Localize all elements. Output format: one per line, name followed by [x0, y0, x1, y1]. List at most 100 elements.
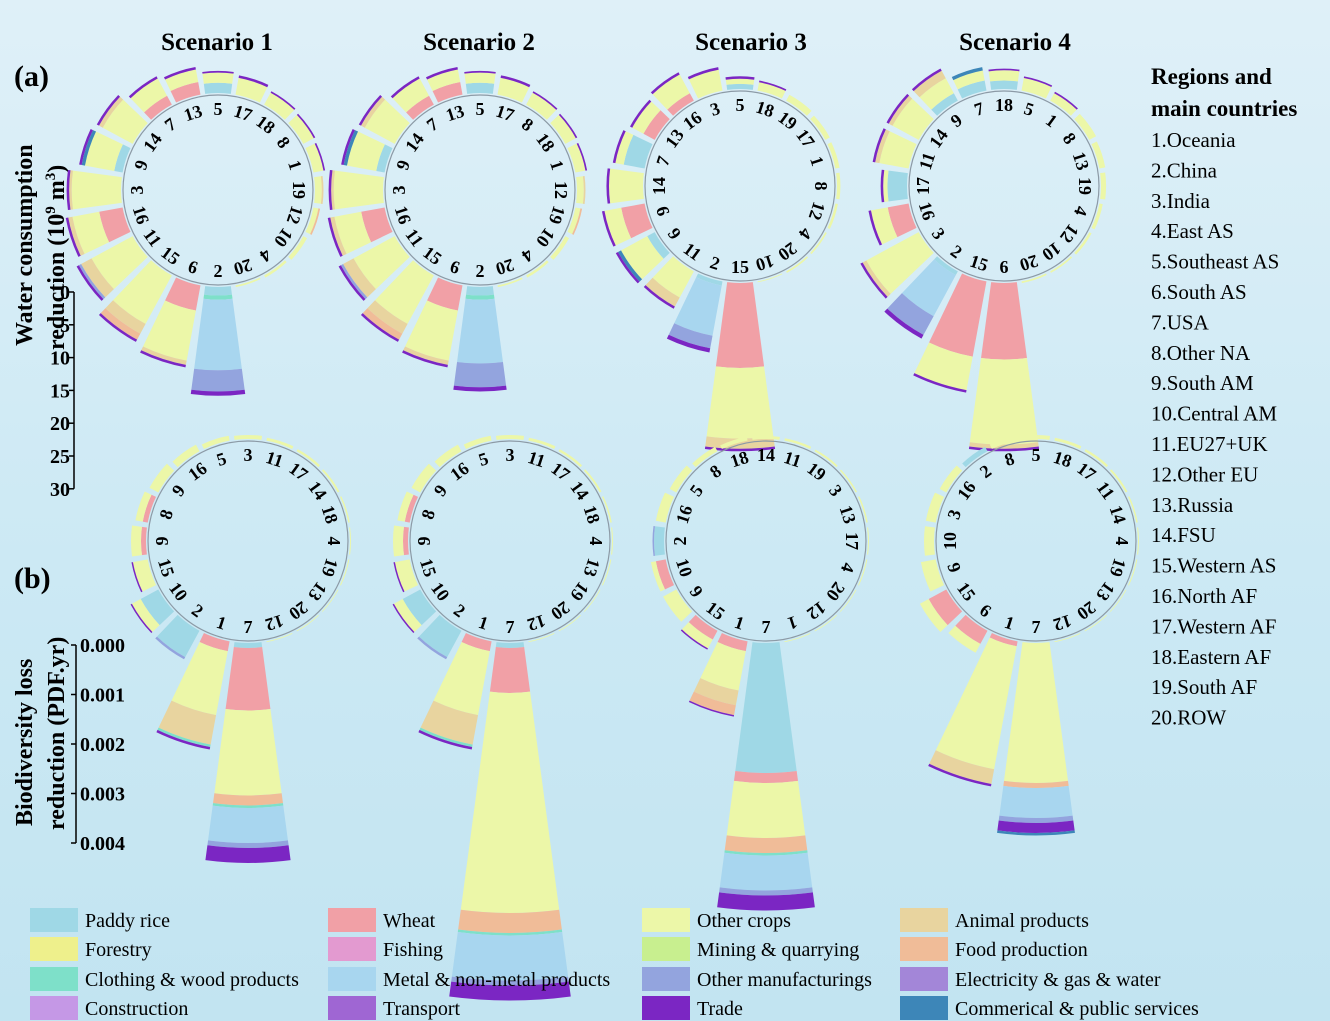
bar-region-8 [397, 491, 419, 523]
bar-region-11 [784, 438, 812, 450]
bar-region-16 [327, 207, 393, 257]
region-label: 1 [1042, 110, 1061, 131]
bar-segment-trade [202, 70, 234, 74]
bar-segment-other-crops [394, 559, 419, 592]
bar-region-10 [130, 589, 175, 634]
bar-segment-wheat [733, 770, 799, 783]
bar-region-19 [1127, 559, 1138, 586]
bar-segment-wheat [406, 95, 434, 120]
bar-segment-other-crops [1137, 527, 1140, 555]
region-label: 8 [1002, 448, 1017, 470]
region-label: 5 [686, 481, 707, 500]
y-axis-b: 0.000 0.001 0.002 0.003 0.004 [71, 635, 125, 855]
sector-swatch [328, 937, 376, 961]
bar-segment-other-crops [939, 465, 963, 493]
region-legend-item: 20.ROW [1151, 706, 1226, 730]
bar-segment-other-crops [726, 780, 806, 838]
bar-segment-trade [131, 562, 143, 593]
bar-segment-other-crops [706, 366, 774, 439]
bar-region-15 [131, 559, 157, 593]
bar-region-20 [1021, 273, 1047, 284]
bar-segment-other-manufacturings [453, 361, 507, 388]
region-label: 10 [532, 224, 559, 250]
region-label: 9 [414, 537, 434, 546]
region-label: 15 [731, 257, 749, 277]
sector-swatch [328, 996, 376, 1020]
bar-segment-trade [1023, 76, 1053, 88]
bar-segment-other-manufacturings [451, 976, 569, 986]
region-label: 3 [506, 445, 515, 465]
region-legend-item: 11.EU27+UK [1151, 432, 1268, 456]
bar-segment-animal-products [330, 216, 347, 256]
bar-segment-trade [759, 80, 787, 91]
bar-segment-wheat [667, 93, 694, 116]
bar-segment-commerical-public-services [618, 250, 643, 282]
bar-region-11 [76, 236, 148, 301]
bar-segment-trade [666, 334, 711, 353]
bar-region-18 [550, 113, 578, 144]
sector-label: Paddy rice [85, 910, 170, 932]
bar-region-4 [611, 527, 614, 555]
bar-segment-other-crops [866, 232, 934, 294]
sector-label: Mining & quarrying [697, 939, 859, 961]
sector-legend-item: Food production [900, 937, 1088, 961]
bar-region-5 [202, 70, 234, 94]
sector-legend-item: Electricity & gas & water [900, 967, 1161, 991]
bar-segment-animal-products [68, 216, 85, 256]
bar-segment-other-crops [346, 131, 385, 171]
bar-region-10 [1050, 256, 1073, 273]
region-label: 13 [661, 125, 688, 151]
bar-segment-trade [928, 763, 992, 787]
bar-segment-other-crops [135, 491, 152, 522]
bar-segment-other-crops [113, 260, 172, 324]
bar-region-19 [1100, 172, 1107, 200]
region-label: 3 [825, 481, 846, 500]
bar-segment-other-crops [567, 143, 586, 173]
region-label: 14 [401, 129, 428, 155]
bar-segment-other-crops [296, 449, 321, 468]
bar-segment-other-crops [857, 496, 868, 523]
region-label: 9 [943, 560, 965, 575]
bar-region-10 [757, 273, 783, 283]
sector-label: Commerical & public services [955, 998, 1199, 1020]
region-label: 11 [680, 238, 706, 264]
bar-segment-trade [500, 75, 531, 88]
bar-segment-wheat [643, 110, 670, 140]
bar-region-17 [880, 169, 908, 203]
bar-segment-other-crops [839, 469, 858, 493]
bar-region-8 [526, 91, 558, 120]
region-label: 3 [127, 186, 147, 195]
bar-segment-wheat [489, 647, 531, 693]
bar-segment-paddy-rice [418, 614, 462, 658]
bar-region-3 [860, 232, 934, 299]
region-label: 20 [774, 238, 800, 265]
region-legend-item: 4.East AS [1151, 219, 1234, 243]
bar-segment-trade [880, 169, 885, 203]
region-label: 1 [546, 158, 568, 173]
region-label: 10 [672, 556, 697, 579]
bar-segment-trade [205, 845, 291, 863]
bar-segment-other-crops [867, 527, 870, 555]
region-label: 15 [154, 556, 179, 579]
bar-region-7 [612, 130, 653, 169]
bar-segment-other-crops [235, 277, 261, 288]
region-label: 19 [545, 203, 570, 226]
bar-region-3 [839, 469, 858, 493]
region-label: 13 [1069, 149, 1094, 172]
bar-segment-other-crops [165, 69, 199, 92]
bar-region-5 [464, 70, 496, 94]
region-label: 12 [803, 597, 829, 624]
sector-swatch [642, 996, 690, 1020]
bar-segment-other-crops [1091, 141, 1106, 169]
region-label: 7 [1032, 617, 1041, 637]
baseline-circle [147, 440, 349, 642]
sector-label: Trade [697, 998, 743, 1020]
bar-segment-other-crops [1127, 496, 1138, 523]
bar-region-1 [688, 632, 748, 717]
sector-legend-item: Wheat [328, 908, 436, 932]
bar-segment-other-crops [1003, 642, 1069, 783]
region-label: 17 [493, 101, 516, 126]
sector-swatch [328, 967, 376, 991]
bar-segment-paddy-rice [140, 589, 175, 626]
